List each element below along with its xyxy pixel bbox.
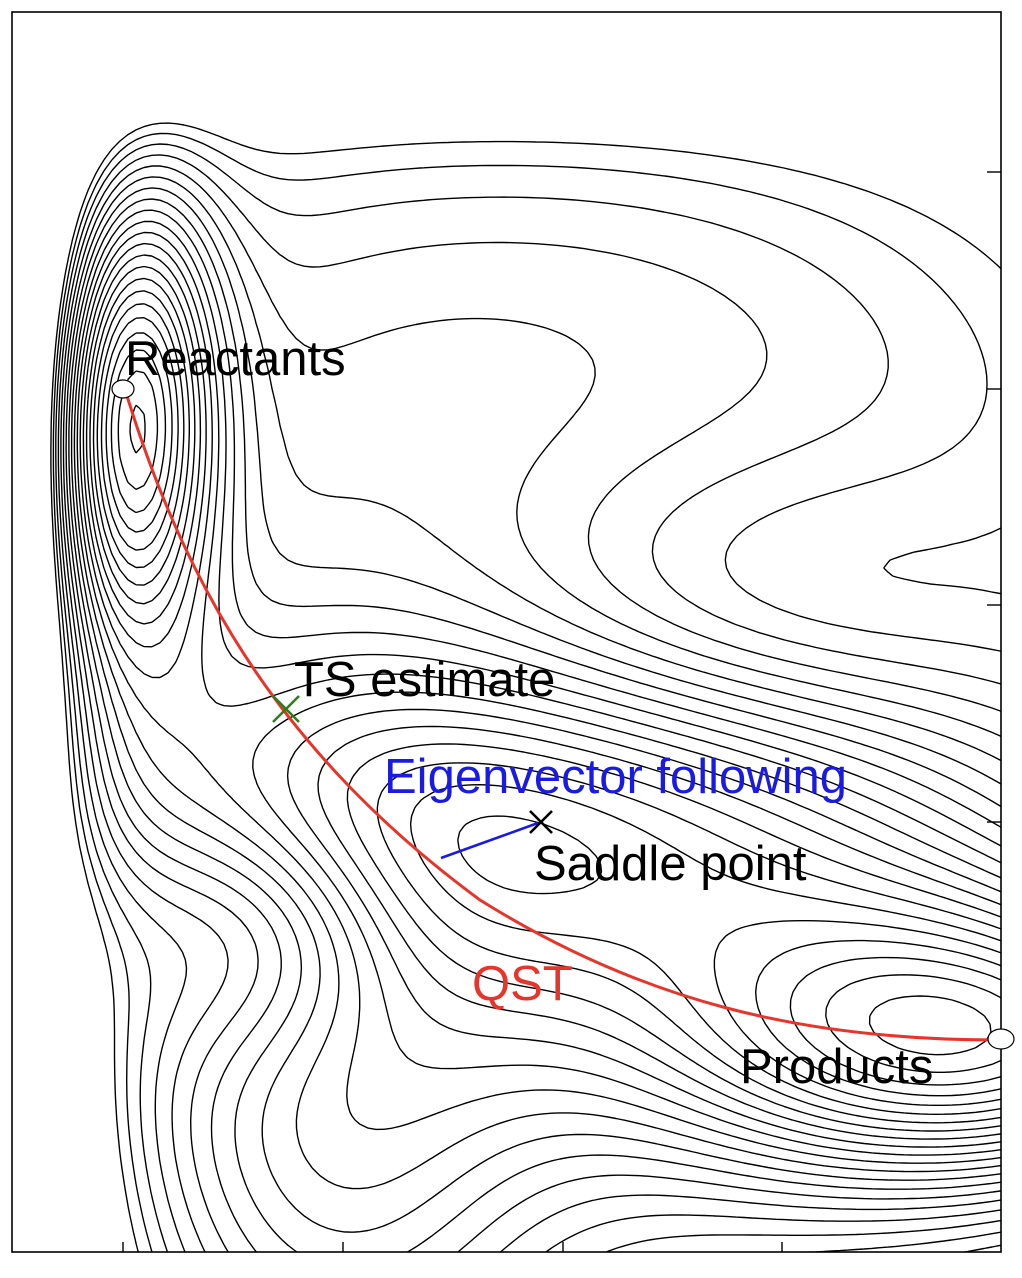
contour-line	[52, 132, 1001, 1252]
contour-line	[82, 254, 1001, 1148]
contour-line	[129, 404, 992, 1056]
contour-line	[62, 176, 1001, 1252]
qst-path	[125, 395, 999, 1042]
contour-line	[70, 209, 1001, 1233]
qst-label: QST	[472, 957, 573, 1011]
contour-line	[85, 265, 1001, 1140]
contour-line	[73, 220, 1001, 1190]
contour-line	[76, 231, 1001, 1164]
reactants-label: Reactants	[125, 332, 346, 386]
products-label: Products	[740, 1040, 933, 1094]
eigenvector-path	[440, 821, 539, 860]
reactants-marker	[111, 379, 135, 399]
plot-frame	[11, 11, 1002, 1253]
saddle-point-label: Saddle point	[534, 837, 807, 891]
contour-line	[96, 303, 1001, 1115]
contour-line	[55, 143, 1001, 1252]
products-marker	[987, 1028, 1015, 1050]
contour-line	[105, 332, 1001, 1097]
contour-line	[100, 317, 1001, 1106]
contour-line	[117, 370, 1001, 1073]
contour-lines	[50, 122, 1001, 1252]
ts-estimate-marker	[272, 695, 300, 723]
contour-line	[60, 165, 1001, 1252]
contour-line	[65, 187, 1001, 1252]
contour-line	[50, 122, 1001, 1252]
contour-line	[89, 277, 1001, 1132]
eigenvector-following-label: Eigenvector following	[384, 750, 847, 804]
ts-estimate-label: TS estimate	[294, 653, 555, 707]
contour-line	[57, 154, 1001, 1252]
contour-line	[68, 198, 1001, 1252]
saddle-point-marker	[529, 810, 553, 834]
contour-line	[92, 290, 1001, 1124]
contour-line	[79, 242, 1001, 1156]
